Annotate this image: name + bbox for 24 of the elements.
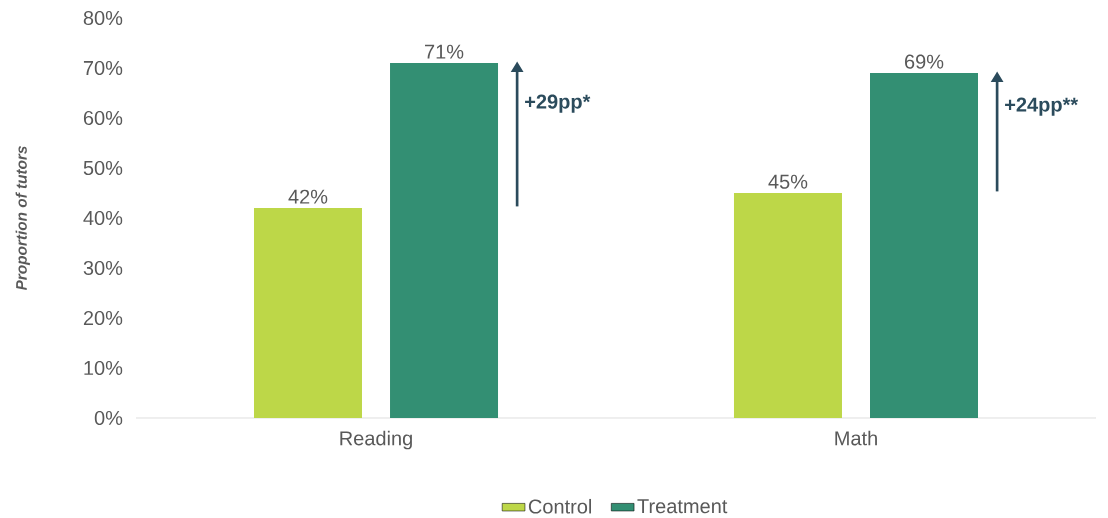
y-tick-label: 0%: [94, 410, 123, 426]
legend-label: Control: [528, 498, 592, 514]
data-label: 71%: [425, 44, 464, 59]
bar: [733, 193, 842, 418]
data-label: 45%: [768, 174, 808, 189]
bar: [253, 207, 362, 418]
y-tick-label: 20%: [83, 310, 123, 326]
y-tick-label: 60%: [83, 110, 123, 126]
y-axis-title: Proportion of tutors: [15, 146, 30, 291]
data-label: 42%: [288, 189, 328, 204]
annotation: +24pp**: [1005, 97, 1079, 116]
y-tick-label: 70%: [83, 60, 123, 76]
y-tick-label: 80%: [83, 10, 123, 26]
x-tick-label: Reading: [340, 430, 412, 450]
y-tick-label: 50%: [83, 160, 123, 176]
data-label: 69%: [905, 54, 944, 69]
y-tick-label: 40%: [83, 210, 123, 226]
bar: [870, 72, 979, 418]
annotation: +29pp*: [525, 94, 591, 113]
legend-label: Treatment: [637, 499, 728, 514]
x-tick-label: Math: [835, 430, 877, 446]
bar: [390, 63, 499, 418]
y-tick-label: 10%: [84, 360, 123, 376]
y-tick-label: 30%: [83, 260, 123, 276]
